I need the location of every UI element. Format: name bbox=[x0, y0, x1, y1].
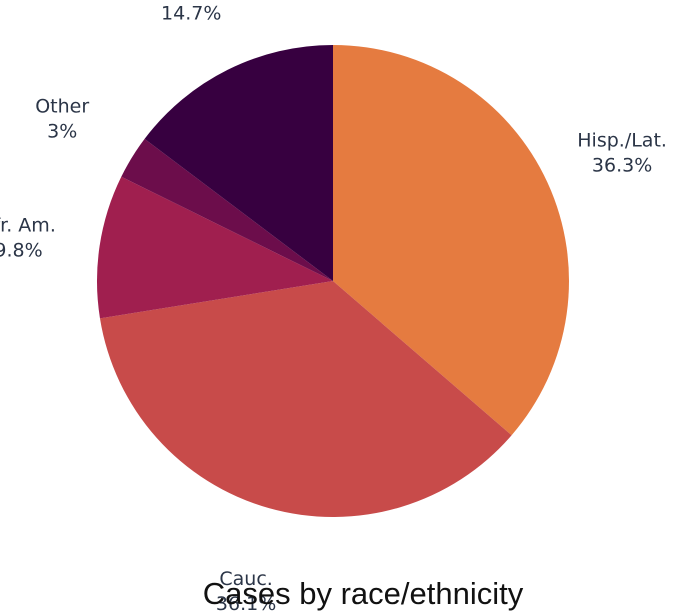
pie-slice-unkn bbox=[144, 44, 333, 281]
pie-slice-hisp-lat bbox=[333, 45, 569, 436]
slice-percent-unkn: 14.7% bbox=[161, 2, 221, 24]
pie-slice-cauc bbox=[99, 281, 512, 517]
pie-slice-other bbox=[121, 138, 333, 281]
slice-label-other: Other bbox=[35, 95, 89, 117]
chart-title: Cases by race/ethnicity bbox=[203, 576, 524, 611]
slice-percent-cauc: 36.1% bbox=[216, 593, 276, 611]
slice-percent-hisp-lat: 36.3% bbox=[592, 155, 652, 177]
slice-label-hisp-lat: Hisp./Lat. bbox=[577, 130, 667, 152]
pie-slices bbox=[97, 44, 569, 517]
slice-label-afr-am: Afr. Am. bbox=[0, 215, 56, 237]
slice-labels: Hisp./Lat. 36.3% Cauc. 36.1% Afr. Am. 9.8% Oth… bbox=[0, 2, 667, 611]
slice-percent-afr-am: 9.8% bbox=[0, 240, 43, 262]
slice-percent-other: 3% bbox=[47, 120, 77, 142]
pie-slice-afr-am bbox=[97, 176, 334, 319]
slice-label-cauc: Cauc. bbox=[219, 568, 272, 590]
